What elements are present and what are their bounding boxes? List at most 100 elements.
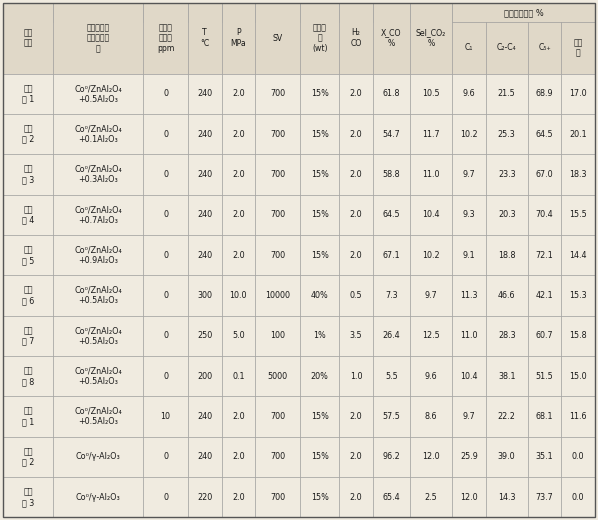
Text: Co⁰/ZnAl₂O₄
+0.3Al₂O₃: Co⁰/ZnAl₂O₄ +0.3Al₂O₃ bbox=[74, 165, 122, 184]
Bar bbox=[486, 276, 528, 316]
Text: 200: 200 bbox=[197, 372, 212, 381]
Bar bbox=[255, 74, 300, 114]
Text: 10000: 10000 bbox=[265, 291, 290, 300]
Text: 5000: 5000 bbox=[267, 372, 288, 381]
Bar bbox=[222, 396, 255, 437]
Bar bbox=[300, 235, 339, 276]
Text: 2.0: 2.0 bbox=[232, 452, 245, 461]
Bar bbox=[143, 316, 188, 356]
Bar bbox=[3, 74, 53, 114]
Bar bbox=[188, 154, 222, 194]
Text: 对比
例 1: 对比 例 1 bbox=[22, 407, 34, 426]
Bar bbox=[3, 437, 53, 477]
Bar bbox=[373, 276, 410, 316]
Bar bbox=[339, 194, 373, 235]
Bar bbox=[528, 396, 562, 437]
Bar bbox=[339, 356, 373, 396]
Text: Co⁰/γ-Al₂O₃: Co⁰/γ-Al₂O₃ bbox=[76, 493, 121, 502]
Bar bbox=[373, 3, 410, 22]
Text: 7.3: 7.3 bbox=[385, 291, 398, 300]
Text: 9.1: 9.1 bbox=[463, 251, 475, 259]
Text: 15%: 15% bbox=[311, 412, 329, 421]
Bar bbox=[486, 194, 528, 235]
Bar bbox=[452, 194, 486, 235]
Text: 15.5: 15.5 bbox=[569, 210, 587, 219]
Bar bbox=[373, 194, 410, 235]
Bar bbox=[373, 235, 410, 276]
Bar bbox=[143, 3, 188, 74]
Text: 700: 700 bbox=[270, 129, 285, 139]
Text: Co⁰/ZnAl₂O₄
+0.5Al₂O₃: Co⁰/ZnAl₂O₄ +0.5Al₂O₃ bbox=[74, 84, 122, 103]
Text: 700: 700 bbox=[270, 170, 285, 179]
Bar bbox=[222, 316, 255, 356]
Bar bbox=[562, 356, 595, 396]
Bar bbox=[143, 437, 188, 477]
Bar bbox=[410, 194, 452, 235]
Text: 2.0: 2.0 bbox=[350, 170, 362, 179]
Text: 14.4: 14.4 bbox=[569, 251, 587, 259]
Text: 9.3: 9.3 bbox=[463, 210, 475, 219]
Text: 2.0: 2.0 bbox=[350, 210, 362, 219]
Text: 12.5: 12.5 bbox=[422, 331, 440, 341]
Bar bbox=[528, 477, 562, 517]
Bar bbox=[143, 3, 188, 22]
Text: 700: 700 bbox=[270, 251, 285, 259]
Text: 15%: 15% bbox=[311, 210, 329, 219]
Text: 11.6: 11.6 bbox=[569, 412, 587, 421]
Text: 61.8: 61.8 bbox=[383, 89, 400, 98]
Text: 96.2: 96.2 bbox=[383, 452, 400, 461]
Bar bbox=[255, 396, 300, 437]
Bar bbox=[562, 437, 595, 477]
Bar bbox=[222, 114, 255, 154]
Text: 0: 0 bbox=[163, 493, 168, 502]
Bar bbox=[528, 154, 562, 194]
Bar bbox=[53, 154, 143, 194]
Text: 2.0: 2.0 bbox=[232, 129, 245, 139]
Text: 15%: 15% bbox=[311, 170, 329, 179]
Text: 11.0: 11.0 bbox=[422, 170, 440, 179]
Text: 2.0: 2.0 bbox=[350, 412, 362, 421]
Bar bbox=[53, 74, 143, 114]
Bar bbox=[410, 356, 452, 396]
Text: 220: 220 bbox=[197, 493, 212, 502]
Text: 23.3: 23.3 bbox=[498, 170, 515, 179]
Bar bbox=[452, 276, 486, 316]
Text: 10: 10 bbox=[160, 412, 170, 421]
Bar bbox=[410, 316, 452, 356]
Bar bbox=[300, 74, 339, 114]
Bar bbox=[373, 74, 410, 114]
Text: 240: 240 bbox=[197, 210, 212, 219]
Text: 240: 240 bbox=[197, 452, 212, 461]
Text: 15.0: 15.0 bbox=[569, 372, 587, 381]
Bar bbox=[143, 194, 188, 235]
Bar bbox=[528, 74, 562, 114]
Text: 0: 0 bbox=[163, 129, 168, 139]
Text: 240: 240 bbox=[197, 89, 212, 98]
Text: 70.4: 70.4 bbox=[536, 210, 553, 219]
Bar bbox=[53, 477, 143, 517]
Text: 58.8: 58.8 bbox=[383, 170, 400, 179]
Text: 60.7: 60.7 bbox=[536, 331, 553, 341]
Text: 钴负载
量
(wt): 钴负载 量 (wt) bbox=[312, 23, 328, 53]
Text: 12.0: 12.0 bbox=[422, 452, 440, 461]
Text: 14.3: 14.3 bbox=[498, 493, 515, 502]
Bar bbox=[188, 3, 222, 74]
Bar bbox=[373, 437, 410, 477]
Text: 2.0: 2.0 bbox=[232, 210, 245, 219]
Bar bbox=[300, 396, 339, 437]
Bar bbox=[143, 396, 188, 437]
Bar bbox=[3, 154, 53, 194]
Bar bbox=[528, 235, 562, 276]
Text: 20.3: 20.3 bbox=[498, 210, 515, 219]
Text: 催化剂还原
后的化学组
成: 催化剂还原 后的化学组 成 bbox=[87, 23, 110, 53]
Bar bbox=[373, 114, 410, 154]
Text: 9.6: 9.6 bbox=[425, 372, 437, 381]
Bar bbox=[3, 396, 53, 437]
Bar bbox=[300, 356, 339, 396]
Text: 68.9: 68.9 bbox=[536, 89, 553, 98]
Text: Co⁰/ZnAl₂O₄
+0.5Al₂O₃: Co⁰/ZnAl₂O₄ +0.5Al₂O₃ bbox=[74, 286, 122, 305]
Bar bbox=[486, 74, 528, 114]
Text: 2.0: 2.0 bbox=[232, 493, 245, 502]
Bar bbox=[143, 114, 188, 154]
Text: 250: 250 bbox=[197, 331, 212, 341]
